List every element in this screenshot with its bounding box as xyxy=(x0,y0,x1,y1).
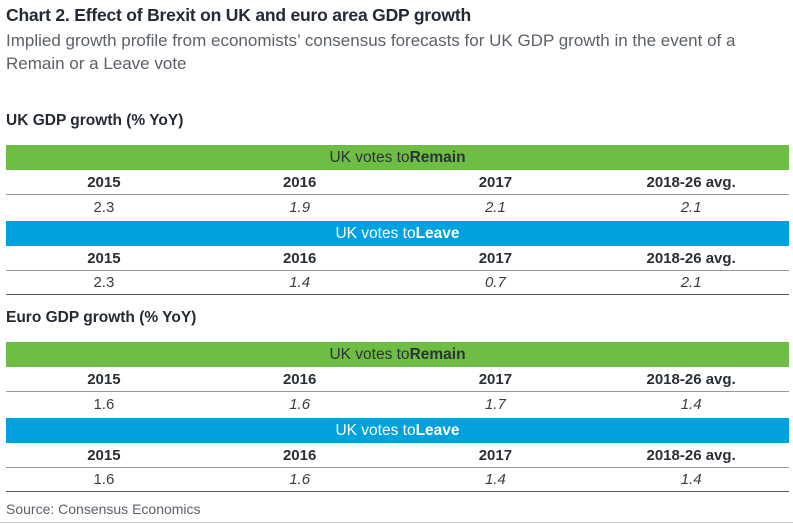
values-row: 1.6 1.6 1.4 1.4 xyxy=(6,468,789,492)
vote-header-leave: UK votes to Leave xyxy=(6,418,789,443)
section-heading-euro-gdp: Euro GDP growth (% YoY) xyxy=(6,309,197,326)
year-cell: 2018-26 avg. xyxy=(646,249,736,267)
years-row: 2015 2016 2017 2018-26 avg. xyxy=(6,443,789,468)
vote-header-label-bold: Remain xyxy=(409,148,466,166)
year-cell: 2017 xyxy=(478,249,513,267)
section-heading-uk-gdp: UK GDP growth (% YoY) xyxy=(6,112,184,129)
vote-header-leave: UK votes to Leave xyxy=(6,221,789,246)
vote-header-label: UK votes to xyxy=(329,148,410,166)
value-cell: 1.9 xyxy=(289,198,311,216)
values-row: 1.6 1.6 1.7 1.4 xyxy=(6,392,789,416)
years-row: 2015 2016 2017 2018-26 avg. xyxy=(6,170,789,195)
value-cell: 1.6 xyxy=(289,471,311,488)
value-cell: 2.1 xyxy=(680,274,702,291)
value-cell: 1.6 xyxy=(93,471,115,488)
values-row: 2.3 1.9 2.1 2.1 xyxy=(6,195,789,219)
vote-header-remain: UK votes to Remain xyxy=(6,145,789,170)
table-euro-gdp: UK votes to Remain 2015 2016 2017 2018-2… xyxy=(6,342,789,492)
page-bottom-divider xyxy=(0,522,793,523)
year-cell: 2016 xyxy=(282,370,317,388)
value-cell: 1.6 xyxy=(93,395,115,413)
year-cell: 2015 xyxy=(87,370,121,388)
year-cell: 2017 xyxy=(478,173,513,191)
year-cell: 2018-26 avg. xyxy=(646,370,736,388)
table-uk-gdp: UK votes to Remain 2015 2016 2017 2018-2… xyxy=(6,145,789,295)
vote-header-label-bold: Remain xyxy=(409,345,466,363)
vote-header-label: UK votes to xyxy=(335,224,416,242)
value-cell: 1.4 xyxy=(680,471,702,488)
value-cell: 0.7 xyxy=(484,274,506,291)
year-cell: 2016 xyxy=(282,249,317,267)
vote-header-label: UK votes to xyxy=(329,345,410,363)
year-cell: 2015 xyxy=(87,249,121,267)
value-cell: 1.4 xyxy=(289,274,311,291)
value-cell: 2.1 xyxy=(484,198,506,216)
value-cell: 2.3 xyxy=(93,198,115,216)
years-row: 2015 2016 2017 2018-26 avg. xyxy=(6,246,789,271)
year-cell: 2016 xyxy=(282,173,317,191)
vote-header-label-bold: Leave xyxy=(415,224,460,242)
years-row: 2015 2016 2017 2018-26 avg. xyxy=(6,367,789,392)
year-cell: 2017 xyxy=(478,446,513,464)
value-cell: 2.1 xyxy=(680,198,702,216)
page-title: Chart 2. Effect of Brexit on UK and euro… xyxy=(6,5,471,25)
year-cell: 2018-26 avg. xyxy=(646,173,736,191)
page-subtitle: Implied growth profile from economists’ … xyxy=(6,31,736,73)
value-cell: 2.3 xyxy=(93,274,115,291)
source-note: Source: Consensus Economics xyxy=(6,501,201,517)
year-cell: 2016 xyxy=(282,446,317,464)
vote-header-label-bold: Leave xyxy=(415,421,460,439)
vote-header-label: UK votes to xyxy=(335,421,416,439)
vote-header-remain: UK votes to Remain xyxy=(6,342,789,367)
year-cell: 2017 xyxy=(478,370,513,388)
values-row: 2.3 1.4 0.7 2.1 xyxy=(6,271,789,295)
value-cell: 1.7 xyxy=(484,395,506,413)
year-cell: 2015 xyxy=(87,173,121,191)
value-cell: 1.4 xyxy=(484,471,506,488)
year-cell: 2018-26 avg. xyxy=(646,446,736,464)
value-cell: 1.6 xyxy=(289,395,311,413)
value-cell: 1.4 xyxy=(680,395,702,413)
year-cell: 2015 xyxy=(87,446,121,464)
